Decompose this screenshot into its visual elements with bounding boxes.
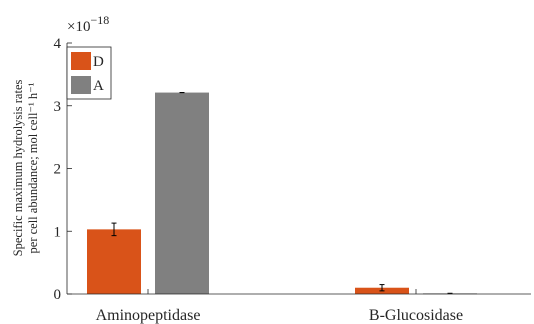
x-tick-label: Aminopeptidase	[96, 307, 201, 324]
y-axis-exponent: ×10−18	[67, 13, 109, 35]
y-tick-label: 3	[54, 99, 62, 115]
legend-label-a: A	[93, 78, 104, 94]
x-tick-label: B-Glucosidase	[369, 307, 463, 324]
y-exponent-power: −18	[90, 13, 109, 27]
y-tick-label: 1	[54, 224, 62, 240]
legend-swatch-d	[71, 52, 91, 70]
legend-label-d: D	[93, 54, 104, 70]
bar-d-1	[87, 229, 141, 294]
y-exponent-base: ×10	[67, 19, 90, 35]
y-axis-label-line-1: Specific maximum hydrolysis rates	[11, 80, 25, 257]
legend: D A	[66, 46, 112, 100]
bar-a-1	[155, 92, 209, 294]
legend-swatch-a	[71, 76, 91, 94]
y-axis-label-line-2: per cell abundance; mol cell⁻¹ h⁻¹	[26, 82, 40, 253]
y-axis-label: Specific maximum hydrolysis rates per ce…	[11, 80, 40, 257]
y-tick-label: 4	[54, 36, 62, 52]
plot-area: 0 1 2 3 4 Aminopeptidase B-Glucosidase	[54, 36, 531, 324]
y-tick-label: 0	[54, 287, 62, 303]
y-tick-label: 2	[54, 162, 62, 178]
